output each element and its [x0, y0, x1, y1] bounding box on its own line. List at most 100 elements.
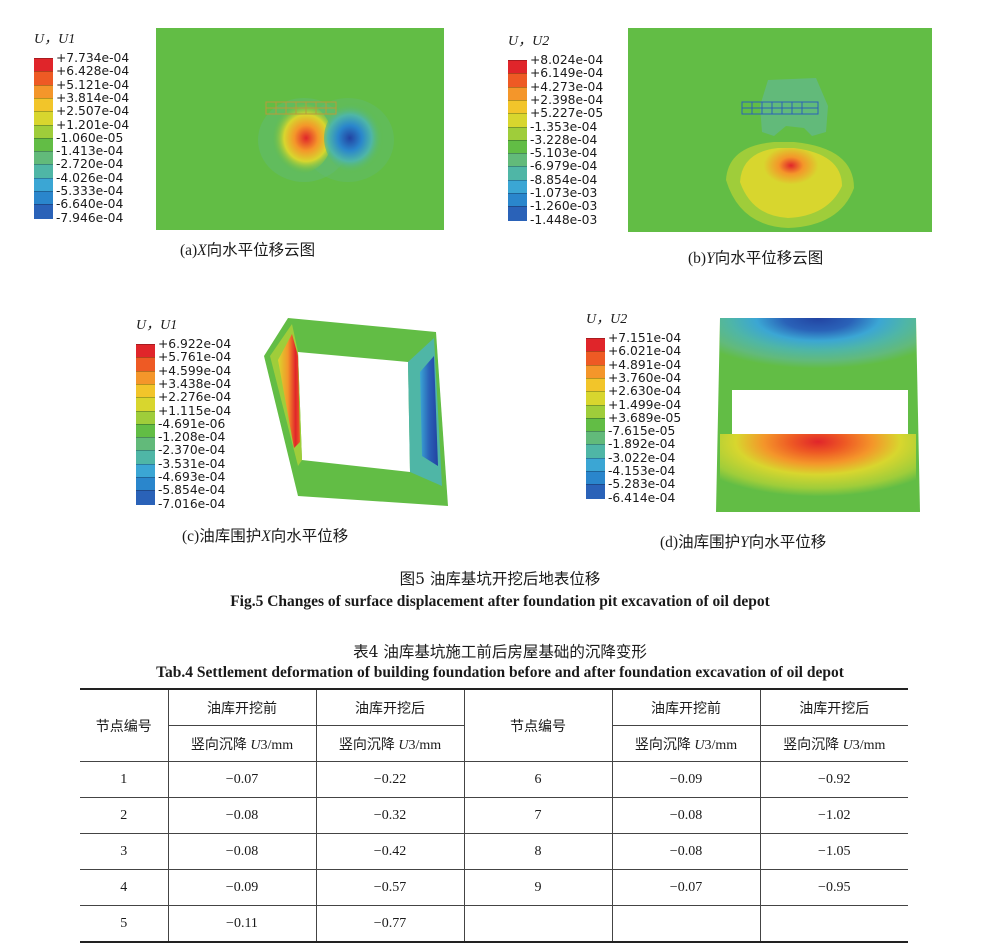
sub-var: U: [398, 737, 409, 753]
cell-node: 2: [80, 797, 169, 834]
header-before-left: 油库开挖前: [168, 688, 317, 726]
legend-tick-label: -3.531e-04: [158, 456, 226, 471]
legend-swatch: [508, 166, 527, 181]
legend-swatch: [136, 477, 155, 492]
legend-tick-label: +2.507e-04: [56, 104, 130, 119]
caption-c-rest: 向水平位移: [270, 528, 349, 545]
legend-swatch: [508, 73, 527, 88]
legend-swatch: [34, 177, 53, 192]
legend-swatch: [136, 437, 155, 452]
legend-swatch: [136, 344, 155, 359]
header-node-left: 节点编号: [80, 688, 169, 762]
legend-tick-label: -7.615e-05: [608, 424, 676, 439]
legend-panel-d: U，U2 +7.151e-04 +6.021e-04 +4.891e-04 +3.760…: [586, 308, 726, 512]
legend-swatch: [34, 84, 53, 99]
caption-a-axis: X: [197, 242, 207, 259]
legend-swatch: [136, 410, 155, 425]
cell-node: 3: [80, 833, 169, 870]
caption-a-prefix: (a): [180, 242, 198, 259]
legend-tick-label: -1.413e-04: [56, 144, 124, 159]
legend-tick-label: -7.016e-04: [158, 496, 226, 511]
legend-panel-a: U，U1 +7.734e-04 +6.428e-04 +5.121e-04 +3.814…: [34, 28, 174, 228]
legend-tick-label: +1.201e-04: [56, 117, 130, 132]
cell-before: −0.08: [612, 797, 761, 834]
cell-before: [612, 905, 761, 943]
table-title-en: Tab.4 Settlement deformation of building…: [156, 664, 844, 681]
cell-after: −0.95: [760, 869, 908, 906]
legend-tick-label: -1.353e-04: [530, 119, 598, 134]
cell-before: −0.07: [168, 761, 317, 798]
legend-tick-label: +5.227e-05: [530, 106, 604, 121]
legend-swatch: [34, 191, 53, 206]
legend-swatch: [586, 444, 605, 459]
legend-tick-label: -5.283e-04: [608, 477, 676, 492]
caption-c: (c)油库围护X向水平位移: [182, 524, 348, 546]
contour-plot-a: [156, 28, 444, 230]
sub-suffix: 3/mm: [408, 737, 442, 753]
legend-tick-label: -1.260e-03: [530, 199, 598, 214]
legend-swatch: [508, 206, 527, 221]
cell-after: −1.02: [760, 797, 908, 834]
legend-swatch: [586, 377, 605, 393]
legend-swatch: [136, 423, 155, 439]
legend-swatch: [34, 164, 53, 179]
cell-node: [464, 905, 613, 943]
contour-plot-d: [714, 316, 924, 514]
legend-tick-label: +1.115e-04: [158, 403, 232, 418]
legend-panel-c: U，U1 +6.922e-04 +5.761e-04 +4.599e-04 +3.438…: [136, 314, 276, 514]
sub-var: U: [842, 737, 853, 753]
cell-node: 1: [80, 761, 169, 798]
cell-before: −0.08: [168, 833, 317, 870]
legend-swatch: [508, 179, 527, 194]
legend-tick-label: -3.022e-04: [608, 450, 676, 465]
legend-tick-label: -8.854e-04: [530, 172, 598, 187]
legend-tick-label: +4.273e-04: [530, 79, 604, 94]
legend-swatch: [34, 151, 53, 166]
legend-tick-label: +3.814e-04: [56, 90, 130, 105]
legend-swatch: [136, 397, 155, 412]
cell-node: 9: [464, 869, 613, 906]
cell-node: 7: [464, 797, 613, 834]
legend-tick-label: +3.760e-04: [608, 370, 682, 385]
caption-b-rest: 向水平位移云图: [714, 250, 824, 267]
legend-title-var: U: [34, 32, 45, 47]
legend-title-component: ，U2: [518, 34, 550, 49]
legend-tick-label: -6.414e-04: [608, 490, 676, 505]
legend-swatch: [508, 153, 527, 168]
settlement-table: 节点编号 油库开挖前 油库开挖后 节点编号 油库开挖前 油库开挖后 竖向沉降 U…: [80, 688, 908, 943]
legend-tick-label: -1.448e-03: [530, 212, 598, 227]
table-row: 4 −0.09 −0.57 9 −0.07 −0.95: [80, 869, 908, 906]
header-node-right: 节点编号: [464, 688, 613, 762]
contour-plot-b: [628, 28, 932, 232]
legend-tick-label: +2.630e-04: [608, 384, 682, 399]
legend-swatch: [136, 383, 155, 399]
legend-title: U，U1: [34, 28, 75, 48]
header-after-right: 油库开挖后: [760, 688, 908, 726]
legend-tick-label: +7.734e-04: [56, 51, 130, 65]
cell-after: −0.32: [316, 797, 465, 834]
legend-swatch: [136, 463, 155, 478]
legend-title-var: U: [136, 318, 147, 333]
caption-d: (d)油库围护Y向水平位移: [660, 530, 826, 552]
sub-prefix: 竖向沉降: [338, 737, 399, 753]
legend-tick-label: -5.333e-04: [56, 184, 124, 198]
legend-tick-label: -5.103e-04: [530, 146, 598, 161]
legend-tick-label: +3.438e-04: [158, 376, 232, 391]
legend-swatch: [136, 450, 155, 465]
legend-tick-label: +5.121e-04: [56, 77, 130, 92]
table-title-cn: 表4 油库基坑施工前后房屋基础的沉降变形: [353, 643, 647, 661]
sub-var: U: [250, 737, 261, 753]
legend-tick-label: +2.276e-04: [158, 390, 232, 405]
caption-b-axis: Y: [706, 250, 715, 267]
legend-swatch: [586, 457, 605, 472]
table-row: 1 −0.07 −0.22 6 −0.09 −0.92: [80, 761, 908, 798]
sub-prefix: 竖向沉降: [783, 737, 843, 753]
table-row: 5 −0.11 −0.77: [80, 905, 908, 943]
subheader-after-right: 竖向沉降 U3/mm: [760, 725, 908, 762]
legend-swatch: [508, 126, 527, 141]
cell-node: 8: [464, 833, 613, 870]
contour-plot-c: [258, 316, 464, 512]
subheader-after-left: 竖向沉降 U3/mm: [316, 725, 465, 762]
legend-tick-label: +8.024e-04: [530, 53, 604, 67]
legend-tick-label: -4.693e-04: [158, 470, 226, 484]
